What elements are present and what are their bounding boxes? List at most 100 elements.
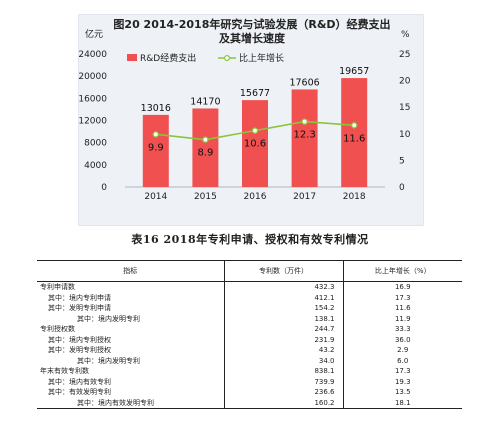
left-tick-label: 20000 (79, 72, 107, 82)
left-axis-unit: 亿元 (85, 28, 103, 40)
cell-indicator: 其中：境内发明专利 (37, 313, 225, 324)
growth-point-2015 (202, 136, 209, 143)
right-tick-label: 5 (399, 156, 405, 166)
right-tick-label: 10 (399, 130, 411, 140)
cell-indicator: 专利申请数 (37, 281, 225, 293)
chart-subtitle: 及其增长速度 (219, 31, 286, 45)
bar-value-label: 15677 (240, 88, 270, 99)
bar-value-label: 13016 (141, 103, 171, 114)
cell-count: 138.1 (224, 313, 344, 324)
cell-indicator: 其中：境内专利授权 (37, 334, 225, 345)
left-tick-label: 12000 (79, 117, 107, 127)
table-row: 其中：境内发明专利 138.1 11.9 (37, 313, 462, 324)
table-row: 其中：发明专利申请 154.2 11.6 (37, 303, 462, 314)
right-tick-label: 20 (399, 77, 411, 87)
bar-value-label: 14170 (190, 96, 220, 107)
table-row: 其中：有效发明专利 236.6 13.5 (37, 387, 462, 398)
table-row: 其中：境内专利授权 231.9 36.0 (37, 334, 462, 345)
x-tick-label: 2018 (343, 192, 366, 202)
left-tick-label: 16000 (79, 94, 107, 104)
growth-point-2014 (152, 131, 160, 138)
x-tick-label: 2016 (244, 192, 267, 202)
legend-line-label: 比上年增长 (239, 52, 284, 64)
cell-growth: 36.0 (394, 335, 411, 344)
bar-rd-2018 (341, 78, 368, 187)
bar-rd-2015 (192, 108, 219, 187)
right-tick-label: 0 (399, 183, 405, 193)
cell-growth: 17.3 (394, 367, 411, 375)
cell-growth: 16.9 (394, 283, 411, 291)
legend-bar-label: R&D经费支出 (140, 52, 196, 64)
cell-count: 43.2 (224, 345, 344, 356)
growth-value-label: 11.6 (343, 133, 365, 144)
table-row: 其中：境内有效发明专利 160.2 18.1 (37, 397, 462, 409)
table-row: 专利授权数 244.7 33.3 (37, 324, 462, 335)
cell-count: 160.2 (224, 397, 344, 409)
cell-indicator: 其中：有效发明专利 (37, 387, 225, 398)
left-tick-label: 0 (101, 183, 107, 193)
growth-value-label: 10.6 (244, 139, 266, 150)
bar-rd-2016 (242, 100, 268, 187)
bar-value-label: 17606 (289, 77, 319, 88)
table-body: 专利申请数 432.3 16.9 其中：境内专利申请 412.1 17.3 其中：发明专利申… (37, 281, 462, 409)
table-row: 专利申请数 432.3 16.9 (37, 281, 462, 293)
patent-table: 指标 专利数（万件） 比上年增长（%） 专利申请数 432.3 16.9 其中：境内专… (37, 260, 462, 409)
cell-growth: 6.0 (397, 356, 409, 365)
cell-growth: 2.9 (397, 346, 409, 354)
growth-point-2018 (350, 122, 358, 129)
legend-line-marker (224, 54, 231, 61)
x-tick-label: 2017 (293, 192, 316, 202)
left-tick-label: 8000 (84, 139, 107, 149)
cell-count: 236.6 (224, 387, 344, 398)
cell-count: 739.9 (224, 376, 344, 387)
left-tick-label: 4000 (84, 161, 107, 171)
table-row: 年末有效专利数 838.1 17.3 (37, 366, 462, 377)
table-row: 其中：境内有效专利 739.9 19.3 (37, 376, 462, 387)
header-growth: 比上年增长（%） (343, 260, 462, 282)
cell-growth: 19.3 (394, 377, 411, 386)
table-row: 其中：境内专利申请 412.1 17.3 (37, 292, 462, 303)
cell-indicator: 专利授权数 (37, 324, 225, 335)
header-indicator: 指标 (37, 260, 225, 282)
cell-growth: 18.1 (343, 397, 462, 409)
rd-chart: 图20 2014-2018年研究与试验发展（R&D）经费支出 及其增长速度 亿元% 0… (78, 14, 424, 226)
right-axis-unit: % (401, 30, 410, 40)
table-row: 其中：境内发明专利 34.0 6.0 (37, 355, 462, 366)
bar-rd-2017 (291, 89, 318, 187)
cell-indicator: 其中：发明专利申请 (37, 303, 225, 314)
x-tick-label: 2015 (194, 192, 217, 202)
cell-growth: 11.6 (394, 304, 411, 312)
right-tick-label: 25 (399, 50, 410, 60)
cell-count: 432.3 (224, 281, 344, 293)
table-header-row: 指标 专利数（万件） 比上年增长（%） (37, 260, 462, 282)
table-row: 其中：发明专利授权 43.2 2.9 (37, 345, 462, 356)
cell-growth: 33.3 (394, 325, 411, 333)
cell-growth: 11.9 (394, 314, 411, 323)
chart-title: 图20 2014-2018年研究与试验发展（R&D）经费支出 (113, 17, 390, 31)
bar-rd-2014 (142, 114, 169, 187)
cell-growth: 17.3 (394, 293, 411, 302)
cell-count: 34.0 (224, 355, 344, 366)
growth-point-2016 (251, 127, 259, 134)
growth-point-2017 (301, 118, 308, 125)
right-tick-label: 15 (399, 103, 410, 113)
bar-value-label: 19657 (339, 66, 369, 77)
cell-growth: 13.5 (394, 388, 411, 396)
cell-count: 231.9 (224, 334, 344, 345)
cell-count: 244.7 (224, 324, 344, 335)
header-count: 专利数（万件） (224, 260, 344, 282)
growth-value-label: 8.9 (197, 148, 213, 159)
cell-indicator: 其中：境内发明专利 (37, 355, 225, 366)
growth-value-label: 12.3 (293, 130, 315, 141)
growth-value-label: 9.9 (148, 142, 164, 153)
cell-count: 838.1 (224, 366, 344, 377)
cell-count: 154.2 (224, 303, 344, 314)
left-tick-label: 24000 (79, 50, 107, 60)
cell-indicator: 其中：境内专利申请 (37, 292, 225, 303)
cell-indicator: 其中：境内有效发明专利 (37, 397, 225, 409)
cell-indicator: 其中：发明专利授权 (37, 345, 225, 356)
x-tick-label: 2014 (144, 192, 167, 202)
table-title: 表16 2018年专利申请、授权和有效专利情况 (131, 233, 369, 246)
cell-count: 412.1 (224, 292, 344, 303)
